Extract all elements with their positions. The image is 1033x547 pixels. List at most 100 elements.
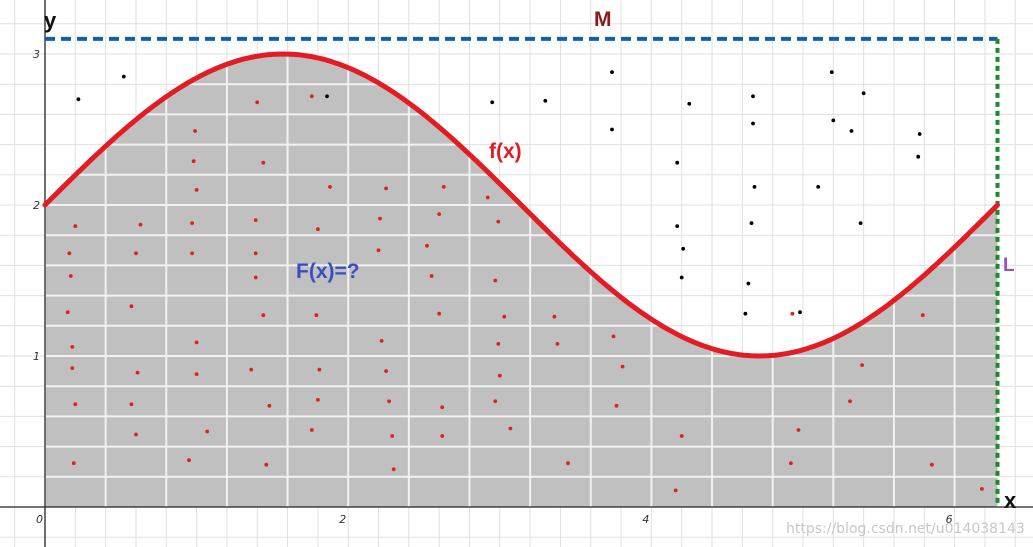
y-axis-label: y — [44, 8, 57, 33]
point-inside — [73, 224, 78, 229]
upper-bound-label-M: M — [594, 8, 612, 31]
point-inside — [267, 403, 272, 408]
point-outside — [675, 224, 680, 229]
point-inside — [73, 402, 78, 407]
point-inside — [253, 218, 258, 223]
point-outside — [751, 121, 755, 126]
point-inside — [71, 461, 76, 466]
point-inside — [441, 185, 446, 189]
point-outside — [681, 246, 686, 251]
point-inside — [496, 219, 501, 224]
point-inside — [68, 274, 73, 278]
point-inside — [497, 373, 502, 378]
point-inside — [790, 311, 795, 316]
y-tick-label: 3 — [33, 48, 40, 61]
point-inside — [191, 159, 196, 164]
point-inside — [261, 160, 266, 165]
point-outside — [325, 94, 329, 99]
point-inside — [129, 402, 134, 407]
point-outside — [76, 97, 81, 102]
point-inside — [379, 339, 384, 343]
length-label-L: L — [1003, 255, 1015, 276]
point-inside — [848, 399, 852, 404]
point-outside — [751, 94, 755, 99]
point-inside — [796, 428, 801, 432]
point-inside — [429, 274, 434, 278]
point-inside — [384, 186, 388, 191]
point-inside — [67, 251, 72, 256]
y-tick-label: 1 — [33, 350, 40, 363]
point-inside — [496, 342, 501, 346]
point-inside — [437, 311, 442, 316]
integral-label: F(x)=? — [296, 260, 360, 283]
point-inside — [440, 405, 445, 410]
point-inside — [193, 129, 198, 133]
watermark: https://blog.csdn.net/u014038143 — [786, 521, 1025, 537]
point-inside — [135, 370, 140, 375]
x-tick-label: 0 — [36, 513, 43, 526]
function-label: f(x) — [489, 140, 522, 163]
point-outside — [543, 98, 548, 103]
point-outside — [858, 221, 863, 226]
point-inside — [70, 366, 75, 370]
point-inside — [316, 227, 320, 232]
point-outside — [679, 275, 684, 280]
point-inside — [194, 372, 199, 376]
point-inside — [390, 434, 395, 438]
point-outside — [798, 310, 802, 315]
point-inside — [190, 221, 195, 226]
point-outside — [917, 132, 922, 136]
point-inside — [376, 248, 381, 253]
point-outside — [816, 185, 821, 189]
point-inside — [620, 364, 625, 369]
point-inside — [187, 458, 191, 463]
point-inside — [980, 487, 984, 491]
point-inside — [316, 397, 320, 402]
point-outside — [675, 160, 680, 165]
point-outside — [746, 281, 751, 286]
point-inside — [378, 216, 382, 221]
point-outside — [610, 70, 614, 74]
point-inside — [309, 428, 314, 432]
point-inside — [65, 310, 70, 315]
point-inside — [391, 467, 396, 472]
point-outside — [490, 100, 495, 105]
point-inside — [614, 403, 619, 408]
point-inside — [437, 212, 442, 217]
point-inside — [485, 195, 490, 200]
point-inside — [253, 275, 258, 280]
point-inside — [190, 251, 195, 256]
point-outside — [752, 185, 757, 189]
point-outside — [743, 311, 748, 316]
point-inside — [387, 399, 391, 404]
point-inside — [425, 243, 429, 248]
function-curve — [42, 51, 1000, 359]
x-tick-label: 2 — [339, 513, 346, 526]
point-inside — [317, 367, 322, 372]
point-inside — [314, 313, 319, 318]
point-inside — [129, 304, 134, 309]
point-inside — [309, 94, 314, 99]
point-inside — [679, 434, 684, 438]
point-inside — [328, 185, 332, 189]
x-axis-label: x — [1004, 488, 1017, 513]
point-inside — [134, 432, 138, 437]
point-inside — [264, 462, 269, 467]
point-inside — [205, 429, 210, 434]
point-outside — [687, 101, 692, 106]
point-inside — [566, 461, 570, 466]
point-inside — [508, 426, 513, 431]
point-outside — [916, 154, 921, 159]
point-inside — [555, 342, 560, 346]
point-inside — [138, 222, 143, 227]
point-inside — [384, 369, 388, 373]
x-tick-label: 4 — [642, 513, 649, 526]
point-outside — [831, 118, 836, 123]
point-inside — [70, 345, 75, 349]
point-inside — [194, 188, 199, 192]
point-outside — [749, 221, 754, 226]
point-outside — [849, 129, 854, 133]
point-inside — [440, 434, 445, 438]
point-inside — [502, 314, 507, 319]
